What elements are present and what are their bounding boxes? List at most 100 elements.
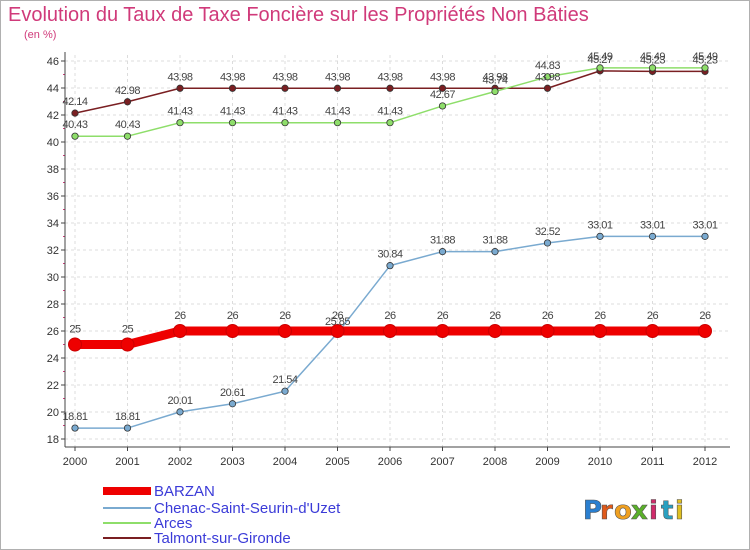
data-label: 26 <box>279 310 291 322</box>
logo-letter: i <box>675 496 684 526</box>
data-label: 18.81 <box>62 411 87 423</box>
x-tick-label: 2004 <box>273 456 297 468</box>
data-point <box>438 248 447 256</box>
legend-label: Arces <box>154 515 192 532</box>
data-label: 45.49 <box>640 51 665 63</box>
y-tick-label: 36 <box>47 191 59 203</box>
data-point <box>435 324 450 338</box>
data-label: 43.98 <box>377 71 402 83</box>
proxiti-logo: Pr o x i t i <box>583 496 685 527</box>
legend: BARZANChenac-Saint-Seurin-d'UzetArcesTal… <box>103 483 341 547</box>
data-point <box>228 400 237 408</box>
data-label: 45.27 <box>587 54 612 66</box>
y-tick-label: 24 <box>47 353 59 365</box>
data-label: 45.49 <box>587 51 612 63</box>
data-label: 43.98 <box>272 71 297 83</box>
data-point <box>333 84 342 92</box>
data-label: 26 <box>699 310 711 322</box>
data-point <box>228 84 237 92</box>
x-tick-label: 2003 <box>220 456 244 468</box>
data-point <box>438 84 447 92</box>
data-point <box>123 132 132 140</box>
data-label: 41.43 <box>377 106 402 118</box>
data-label: 20.01 <box>167 395 192 407</box>
y-tick-label: 42 <box>47 110 59 122</box>
data-point <box>386 119 394 127</box>
y-tick-label: 44 <box>47 83 59 95</box>
y-tick-label: 28 <box>47 299 59 311</box>
chart-title: Evolution du Taux de Taxe Foncière sur l… <box>8 4 589 26</box>
data-label: 40.43 <box>62 119 87 131</box>
x-tick-label: 2005 <box>325 456 349 468</box>
data-label: 26 <box>489 310 501 322</box>
logo-letter: x <box>631 496 648 526</box>
data-label: 45.23 <box>640 54 665 66</box>
data-point <box>648 232 657 240</box>
data-point <box>71 109 79 117</box>
legend-label: Talmont-sur-Gironde <box>154 530 291 547</box>
x-tick-label: 2009 <box>535 456 559 468</box>
logo-letter: t <box>661 496 673 526</box>
data-point <box>176 119 184 127</box>
data-label: 41.43 <box>167 106 192 118</box>
data-label: 42.98 <box>115 85 140 97</box>
data-point <box>330 324 345 338</box>
data-label: 41.43 <box>272 106 297 118</box>
data-label: 26 <box>174 310 186 322</box>
data-label: 31.88 <box>430 235 455 247</box>
data-label: 43.74 <box>482 75 507 87</box>
data-label: 42.14 <box>62 96 87 108</box>
data-point <box>383 324 397 338</box>
data-label: 33.01 <box>640 219 665 231</box>
data-point <box>281 84 289 92</box>
y-tick-label: 20 <box>47 407 59 419</box>
chart-unit-label: (en %) <box>24 29 57 41</box>
data-point <box>281 387 289 395</box>
data-label: 41.43 <box>325 106 350 118</box>
data-point <box>123 424 132 432</box>
data-point <box>176 408 184 416</box>
x-tick-label: 2001 <box>115 456 139 468</box>
data-point <box>701 64 709 72</box>
data-label: 40.43 <box>115 119 140 131</box>
data-point <box>648 64 657 72</box>
x-tick-label: 2008 <box>483 456 507 468</box>
data-point <box>281 119 289 127</box>
data-label: 30.84 <box>377 249 402 261</box>
logo-letter: r <box>600 496 613 526</box>
data-point <box>71 132 79 140</box>
series-layer <box>68 64 712 432</box>
data-point <box>438 102 447 110</box>
data-point <box>491 87 499 96</box>
data-label: 43.98 <box>167 71 192 83</box>
logo-letter: P <box>583 496 602 526</box>
data-point <box>386 262 394 270</box>
data-point <box>543 84 552 92</box>
data-point <box>540 324 555 338</box>
data-point <box>123 98 132 106</box>
data-point <box>543 239 552 247</box>
data-label: 25 <box>122 324 134 336</box>
data-label: 26 <box>437 310 449 322</box>
data-label: 32.52 <box>535 226 560 238</box>
data-label: 33.01 <box>587 219 612 231</box>
y-tick-label: 22 <box>47 380 59 392</box>
data-label: 21.54 <box>272 374 297 386</box>
y-tick-label: 34 <box>47 218 59 230</box>
data-point <box>488 324 502 338</box>
data-label: 44.83 <box>535 60 560 72</box>
data-point <box>701 232 709 240</box>
data-label: 45.49 <box>692 51 717 63</box>
data-point <box>698 324 712 338</box>
data-point <box>71 424 79 432</box>
y-tick-label: 26 <box>47 326 59 338</box>
data-label: 25.85 <box>325 316 350 328</box>
y-tick-label: 18 <box>47 434 59 446</box>
data-point <box>645 324 660 338</box>
data-label: 41.43 <box>220 106 245 118</box>
data-label: 31.88 <box>482 235 507 247</box>
data-point <box>543 73 552 81</box>
x-tick-label: 2006 <box>378 456 402 468</box>
